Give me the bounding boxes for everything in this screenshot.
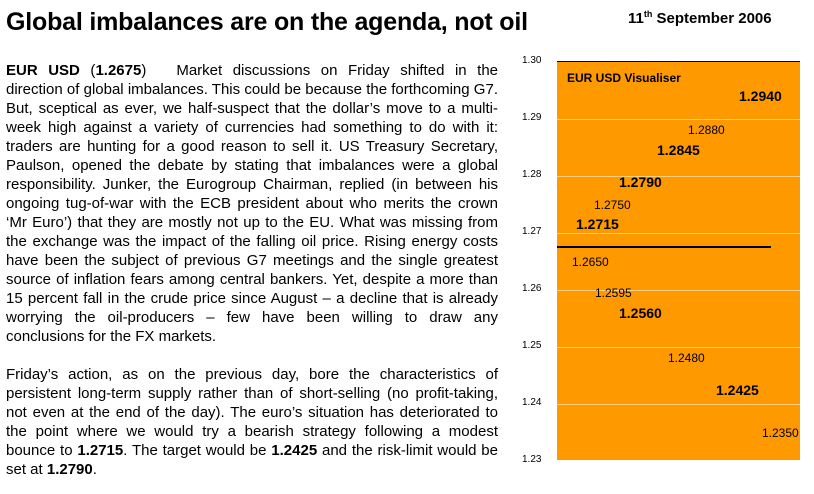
minor-level: 1.2880 bbox=[688, 123, 725, 138]
axis-tick-label: 1.28 bbox=[522, 169, 542, 180]
key-level: 1.2940 bbox=[739, 88, 782, 105]
axis-tick-label: 1.25 bbox=[522, 340, 542, 351]
key-level: 1.2790 bbox=[619, 173, 662, 190]
key-level: 1.2425 bbox=[716, 381, 759, 398]
grid-line bbox=[557, 404, 800, 405]
axis-tick-label: 1.29 bbox=[522, 112, 542, 123]
spot-close-paren: ) bbox=[141, 62, 147, 79]
paragraph-1-text: Market discussions on Friday shifted in … bbox=[6, 62, 499, 345]
axis-tick-label: 1.30 bbox=[522, 55, 542, 66]
article-body: EUR USD (1.2675) Market discussions on Fr… bbox=[6, 61, 498, 479]
paragraph-1: EUR USD (1.2675) Market discussions on Fr… bbox=[6, 61, 498, 346]
headline: Global imbalances are on the agenda, not… bbox=[6, 8, 528, 36]
visualiser-title: EUR USD Visualiser bbox=[567, 71, 681, 85]
minor-level: 1.2750 bbox=[594, 197, 631, 212]
spot-rate: 1.2675 bbox=[95, 62, 142, 79]
report-date: 11th September 2006 bbox=[628, 9, 772, 27]
grid-line bbox=[557, 176, 800, 177]
axis-tick-label: 1.24 bbox=[522, 397, 542, 408]
target-level: 1.2425 bbox=[271, 442, 318, 459]
minor-level: 1.2595 bbox=[595, 285, 632, 300]
paragraph-2-text-c: and the risk-limit would be set at bbox=[6, 442, 498, 478]
grid-line bbox=[557, 290, 800, 291]
axis-tick-label: 1.23 bbox=[522, 454, 542, 465]
grid-line bbox=[557, 233, 800, 234]
spot-price-line bbox=[557, 246, 771, 249]
paragraph-2-text-d: . bbox=[92, 461, 97, 478]
date-day: 11 bbox=[628, 10, 644, 27]
minor-level: 1.2350 bbox=[762, 425, 799, 440]
currency-pair: EUR USD bbox=[6, 62, 80, 79]
date-month-year: September 2006 bbox=[652, 10, 772, 27]
date-suffix: th bbox=[643, 9, 653, 19]
key-level: 1.2560 bbox=[619, 304, 662, 321]
grid-line bbox=[557, 347, 800, 348]
eurusd-visualiser: EUR USD Visualiser 1.2940 1.2880 1.2845 1.2… bbox=[557, 61, 800, 460]
paragraph-2-text-a: Friday’s action, as on the previous day,… bbox=[6, 366, 498, 459]
spot-open-paren: ( bbox=[79, 62, 96, 79]
risk-limit-level: 1.2790 bbox=[46, 461, 93, 478]
axis-tick-label: 1.27 bbox=[522, 226, 542, 237]
minor-level: 1.2650 bbox=[572, 254, 609, 269]
minor-level: 1.2480 bbox=[668, 351, 705, 366]
key-level: 1.2845 bbox=[657, 142, 700, 159]
entry-level: 1.2715 bbox=[77, 442, 124, 459]
paragraph-2: Friday’s action, as on the previous day,… bbox=[6, 365, 498, 479]
axis-tick-label: 1.26 bbox=[522, 283, 542, 294]
key-level: 1.2715 bbox=[576, 216, 619, 233]
grid-line bbox=[557, 119, 800, 120]
paragraph-2-text-b: . The target would be bbox=[123, 442, 272, 459]
